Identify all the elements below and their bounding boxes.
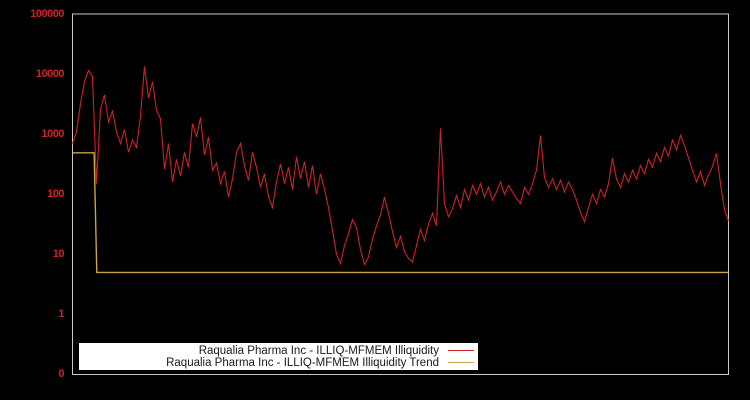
- legend-label-illiquidity: Raqualia Pharma Inc - ILLIQ-MFMEM Illiqu…: [198, 344, 439, 357]
- legend-line-swatch-illiquidity-trend: [448, 362, 474, 363]
- y-tick-label: 1000: [41, 127, 65, 140]
- plot-frame: [72, 13, 729, 375]
- y-tick-label: 0: [58, 368, 64, 380]
- y-tick-label: 1: [58, 307, 64, 320]
- legend-line-swatch-illiquidity: [448, 350, 474, 351]
- illiquidity-series-line: [71, 66, 730, 266]
- legend-item-illiquidity: Raqualia Pharma Inc - ILLIQ-MFMEM Illiqu…: [83, 345, 474, 357]
- illiquidity-trend-line: [72, 152, 729, 274]
- legend: Raqualia Pharma Inc - ILLIQ-MFMEM Illiqu…: [79, 343, 478, 370]
- y-tick-label: 10000: [35, 67, 65, 80]
- y-tick-label: 10: [52, 247, 65, 260]
- legend-item-illiquidity-trend: Raqualia Pharma Inc - ILLIQ-MFMEM Illiqu…: [83, 357, 474, 369]
- y-tick-label: 100000: [30, 7, 64, 20]
- y-tick-label: 100: [47, 187, 64, 200]
- legend-label-illiquidity-trend: Raqualia Pharma Inc - ILLIQ-MFMEM Illiqu…: [166, 356, 439, 369]
